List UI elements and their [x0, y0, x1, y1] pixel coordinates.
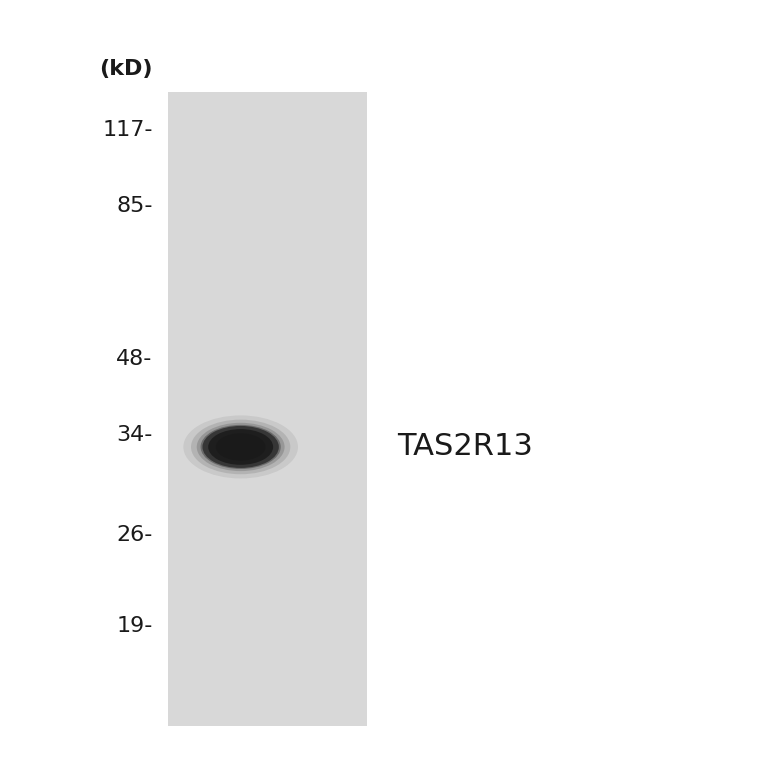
Text: 26-: 26- — [116, 525, 153, 545]
Ellipse shape — [196, 422, 284, 471]
Ellipse shape — [215, 433, 266, 461]
Text: (kD): (kD) — [99, 59, 153, 79]
Text: 34-: 34- — [116, 426, 153, 445]
Ellipse shape — [183, 416, 298, 478]
Text: 117-: 117- — [102, 120, 153, 140]
Text: 48-: 48- — [116, 349, 153, 369]
Text: 19-: 19- — [116, 617, 153, 636]
Ellipse shape — [202, 426, 279, 468]
Ellipse shape — [200, 425, 281, 469]
Ellipse shape — [191, 419, 290, 474]
FancyBboxPatch shape — [168, 92, 367, 726]
Ellipse shape — [208, 429, 274, 465]
Text: TAS2R13: TAS2R13 — [397, 432, 533, 461]
Text: 85-: 85- — [116, 196, 153, 216]
